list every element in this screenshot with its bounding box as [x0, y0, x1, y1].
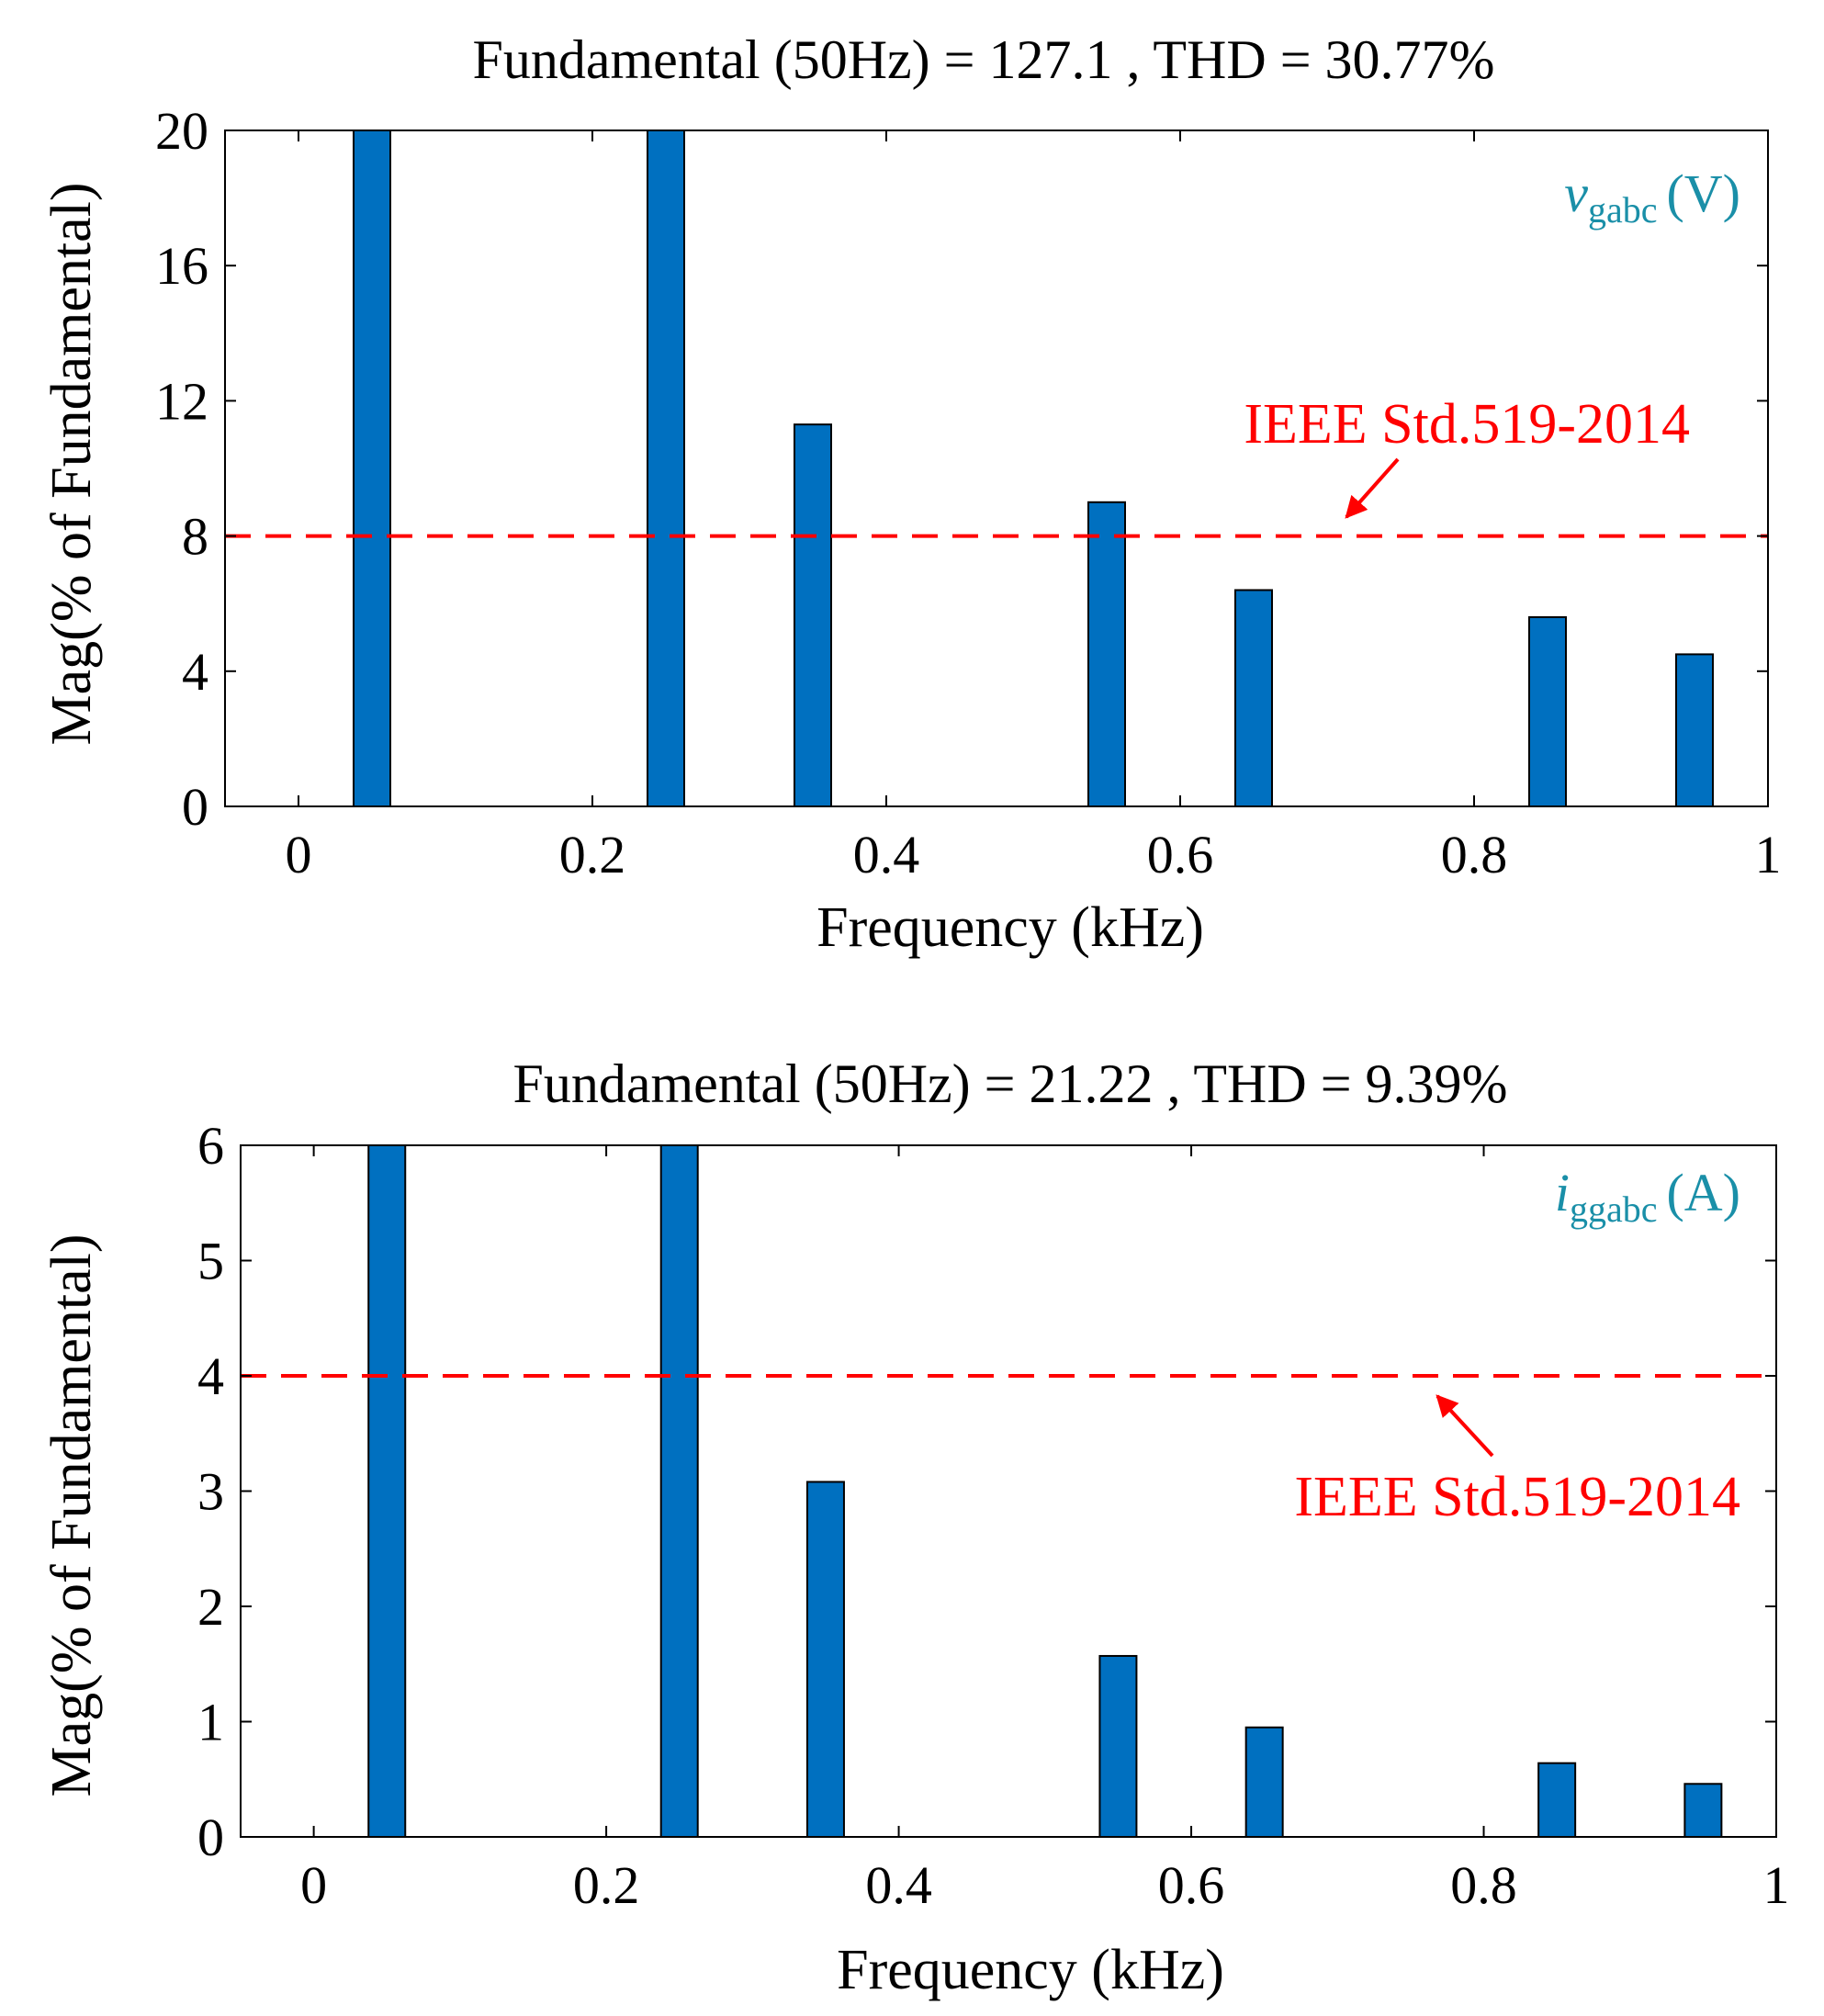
bar-2 — [794, 423, 832, 807]
bar-5 — [1528, 615, 1567, 807]
bar-6 — [1683, 1783, 1723, 1839]
bar-1 — [647, 130, 685, 807]
y-tick-label: 20 — [155, 101, 208, 161]
chart-title: Fundamental (50Hz) = 21.22 , THD = 9.39% — [512, 1053, 1507, 1114]
x-tick-label: 0.4 — [865, 1855, 932, 1915]
y-tick-label: 16 — [155, 236, 208, 296]
legend-label: vgabc (V) — [1564, 163, 1740, 231]
bar-4 — [1244, 1726, 1284, 1839]
voltage-harmonic-chart: Fundamental (50Hz) = 127.1 , THD = 30.77… — [40, 29, 1782, 959]
y-tick-label: 1 — [197, 1693, 224, 1752]
axis-ticks: 0 0.2 0.4 0.6 0.8 1 0 4 8 12 16 20 — [155, 101, 1782, 884]
limit-annotation-label: IEEE Std.519-2014 — [1294, 1466, 1740, 1528]
plot-frame — [224, 130, 1769, 807]
bar-5 — [1537, 1762, 1577, 1839]
x-tick-label: 1 — [1755, 825, 1782, 884]
y-axis-label: Mag(% of Fundamental) — [40, 183, 103, 746]
y-tick-label: 12 — [155, 371, 208, 431]
chart-title: Fundamental (50Hz) = 127.1 , THD = 30.77… — [472, 29, 1494, 90]
bar-1 — [659, 1144, 699, 1838]
bar-2 — [805, 1481, 845, 1838]
y-axis-label: Mag(% of Fundamental) — [40, 1234, 103, 1797]
limit-annotation-arrow — [1436, 1394, 1494, 1458]
bar-group — [353, 130, 1714, 808]
current-harmonic-chart: Fundamental (50Hz) = 21.22 , THD = 9.39%… — [40, 1053, 1790, 2001]
y-tick-label: 6 — [197, 1116, 224, 1176]
bar-6 — [1675, 653, 1714, 808]
x-axis-label: Frequency (kHz) — [837, 1939, 1224, 2001]
y-tick-label: 2 — [197, 1577, 224, 1637]
bar-3 — [1098, 1654, 1138, 1838]
x-tick-label: 0.8 — [1441, 825, 1508, 884]
y-tick-label: 4 — [197, 1346, 224, 1406]
plot-frame — [240, 1144, 1777, 1838]
axis-ticks: 0 0.2 0.4 0.6 0.8 1 0 1 2 3 4 5 6 — [197, 1116, 1790, 1915]
x-tick-label: 0 — [300, 1855, 327, 1915]
y-tick-label: 8 — [182, 507, 208, 567]
x-tick-label: 1 — [1763, 1855, 1790, 1915]
bar-4 — [1234, 589, 1273, 807]
y-tick-label: 5 — [197, 1232, 224, 1291]
y-tick-label: 3 — [197, 1462, 224, 1522]
x-tick-label: 0.6 — [1147, 825, 1214, 884]
x-tick-label: 0.8 — [1450, 1855, 1517, 1915]
y-tick-label: 0 — [197, 1808, 224, 1867]
bar-3 — [1087, 501, 1126, 807]
x-tick-label: 0 — [286, 825, 312, 884]
legend-label: iggabc (A) — [1555, 1163, 1740, 1230]
x-tick-label: 0.2 — [573, 1855, 640, 1915]
x-axis-label: Frequency (kHz) — [816, 896, 1204, 959]
x-tick-label: 0.6 — [1158, 1855, 1225, 1915]
x-tick-label: 0.2 — [559, 825, 626, 884]
bar-0 — [353, 130, 391, 807]
limit-annotation-arrow — [1345, 457, 1400, 519]
y-tick-label: 4 — [182, 642, 208, 702]
bar-0 — [367, 1144, 407, 1838]
y-tick-label: 0 — [182, 777, 208, 837]
limit-annotation-label: IEEE Std.519-2014 — [1244, 393, 1690, 456]
x-tick-label: 0.4 — [853, 825, 920, 884]
